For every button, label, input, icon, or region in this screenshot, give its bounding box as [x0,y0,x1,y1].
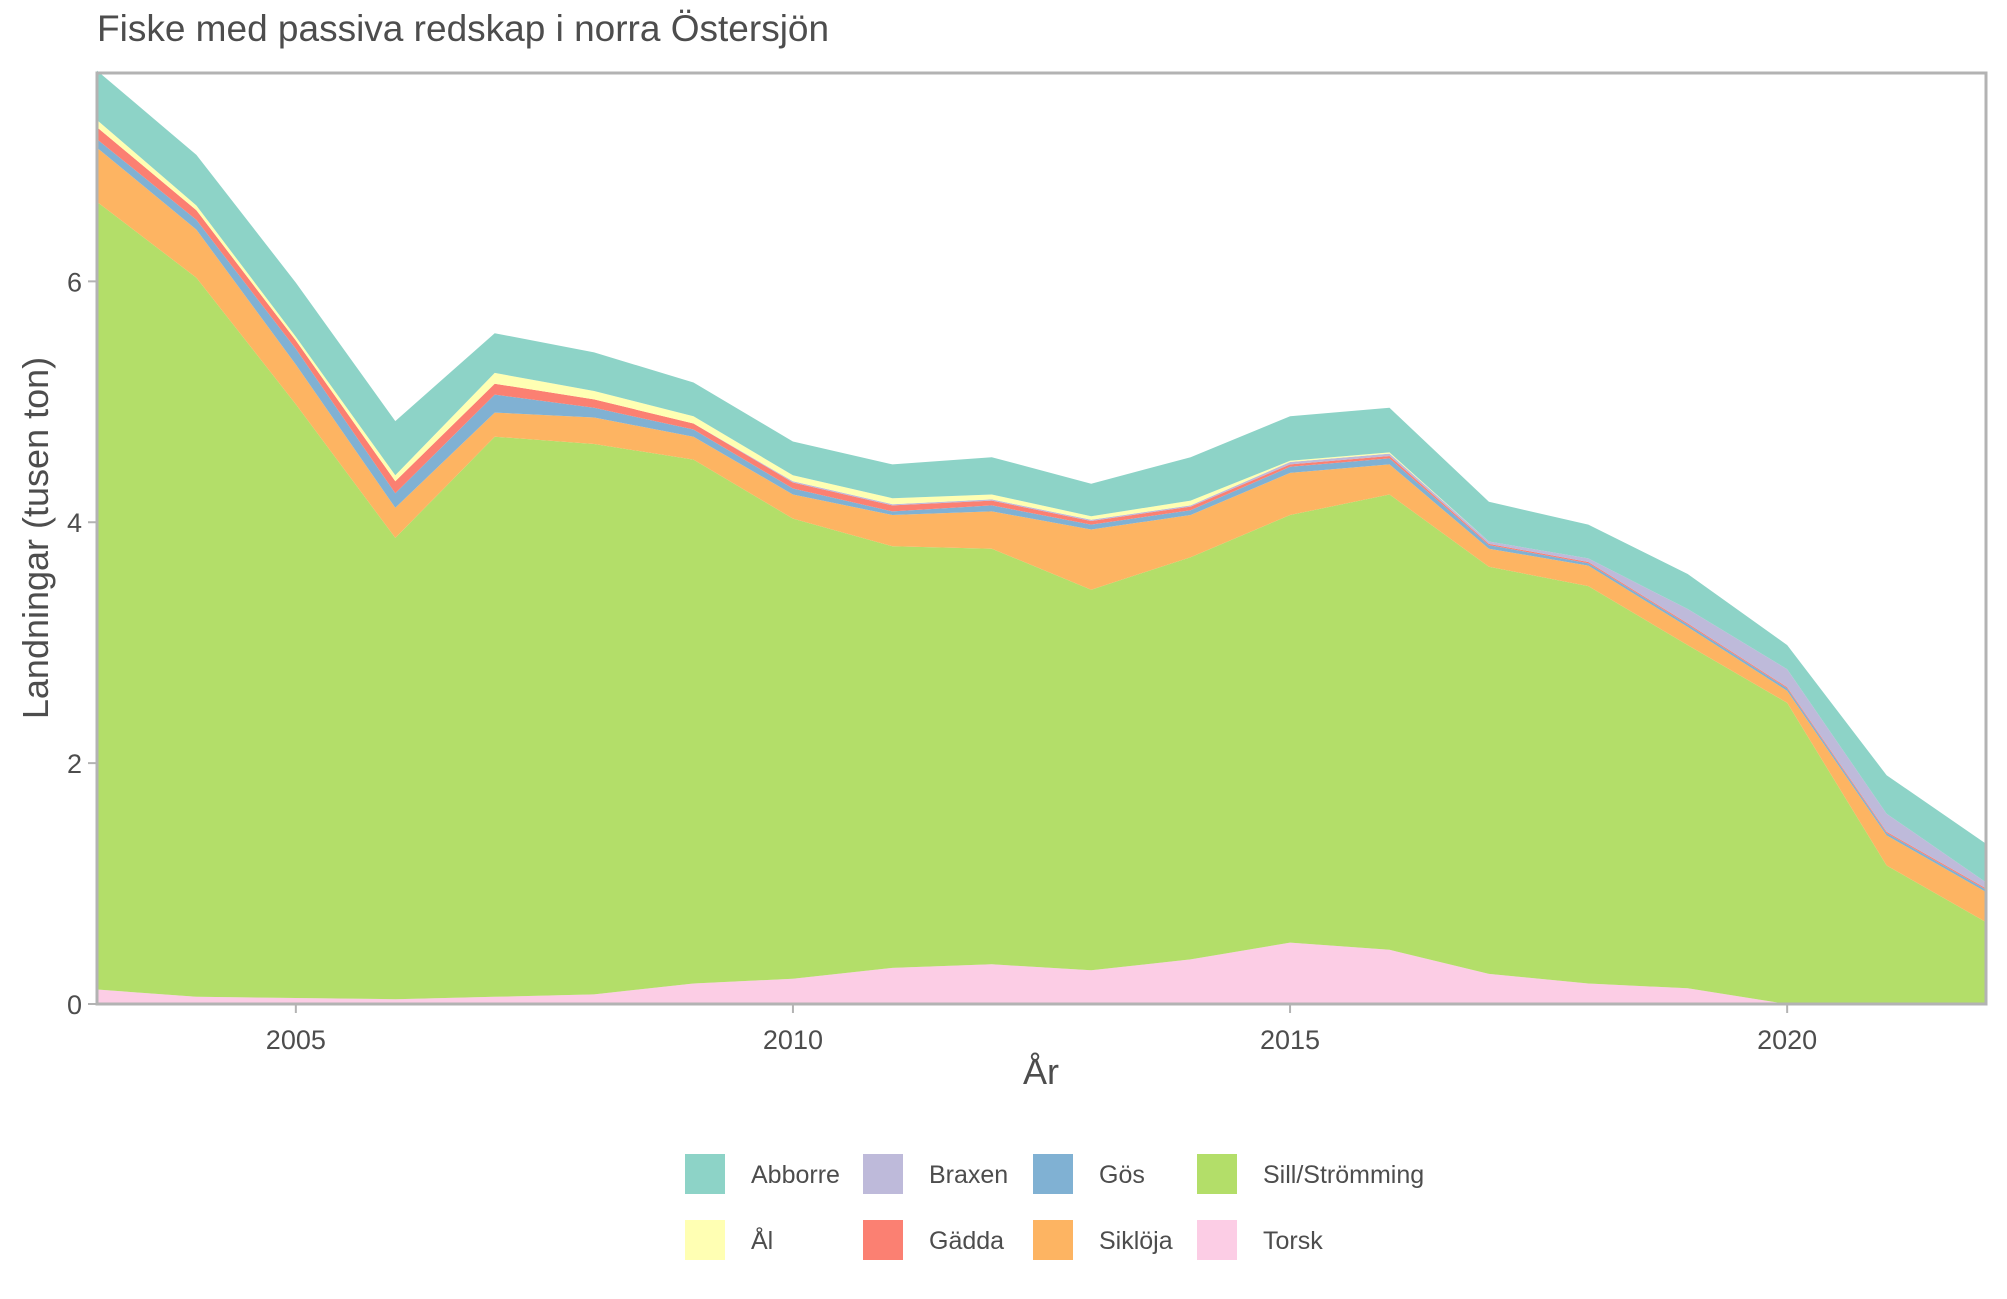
x-tick-label-2020: 2020 [1757,1025,1817,1055]
legend-label-sill-strömming: Sill/Strömming [1263,1161,1424,1189]
chart-title: Fiske med passiva redskap i norra Östers… [97,8,830,49]
legend-label-torsk: Torsk [1263,1227,1323,1255]
legend-item-gädda: Gädda [863,1220,1004,1260]
panel-border [95,71,1988,1006]
legend-item-braxen: Braxen [863,1154,1008,1194]
legend-item-torsk: Torsk [1197,1220,1323,1260]
legend-item-abborre: Abborre [685,1154,840,1194]
x-tick-label-2005: 2005 [266,1025,326,1055]
legend-key-braxen [863,1154,903,1194]
legend-key-sill-strömming [1197,1154,1237,1194]
legend-key-siklöja [1033,1220,1073,1260]
area-torsk [97,942,1986,1004]
x-tick-label-2010: 2010 [763,1025,823,1055]
legend-label-siklöja: Siklöja [1099,1227,1173,1255]
legend: Abborre Braxen Gös Sill/Strömming Ål Gädda Sik… [685,1154,1424,1260]
area-gös [97,139,1986,892]
y-axis-title: Landningar (tusen ton) [15,357,56,719]
legend-key-abborre [685,1154,725,1194]
legend-label-ål: Ål [751,1225,773,1255]
area-siklöja [97,147,1986,923]
x-axis: 2005 2010 2015 2020 [266,1005,1817,1055]
legend-item-sill-strömming: Sill/Strömming [1197,1154,1424,1194]
legend-label-braxen: Braxen [929,1161,1008,1189]
y-tick-label-2: 2 [67,749,82,779]
y-axis: 0 2 4 6 [67,267,96,1020]
area-abborre [97,70,1986,883]
legend-key-ål [685,1220,725,1260]
x-tick-label-2015: 2015 [1260,1025,1320,1055]
y-tick-label-0: 0 [67,990,82,1020]
legend-label-abborre: Abborre [751,1161,840,1189]
area-sill-strömming [97,201,1986,1004]
legend-key-gös [1033,1154,1073,1194]
legend-label-gädda: Gädda [929,1227,1004,1255]
y-tick-label-4: 4 [67,508,82,538]
legend-label-gös: Gös [1099,1161,1145,1189]
legend-key-torsk [1197,1220,1237,1260]
legend-item-ål: Ål [685,1220,773,1260]
area-layer [97,70,1986,1004]
x-axis-title: År [1023,1051,1059,1092]
legend-item-gös: Gös [1033,1154,1145,1194]
legend-key-gädda [863,1220,903,1260]
legend-item-siklöja: Siklöja [1033,1220,1173,1260]
y-tick-label-6: 6 [67,267,82,297]
